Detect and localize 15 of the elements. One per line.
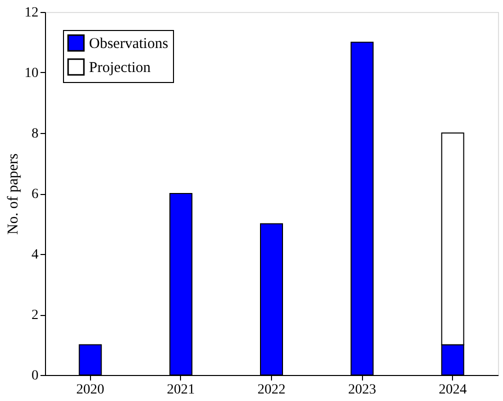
x-tick-label: 2022 [258,382,286,398]
x-tick-label: 2023 [348,382,376,398]
y-tick-label: 4 [32,248,38,262]
y-tick-label: 2 [32,308,38,323]
y-tick-label: 0 [32,368,38,384]
y-tick-label: 10 [24,66,38,81]
x-tick-label: 2020 [76,382,104,398]
legend-label: Observations [89,36,168,52]
y-axis-title: No. of papers [6,153,22,235]
y-tick-label: 8 [32,126,38,142]
y-tick-label: 6 [32,187,38,202]
x-tick-label: 2021 [166,382,195,398]
y-tick-label: 12 [24,6,38,20]
x-tick-label: 2024 [438,382,467,398]
legend-label: Projection [89,60,152,76]
